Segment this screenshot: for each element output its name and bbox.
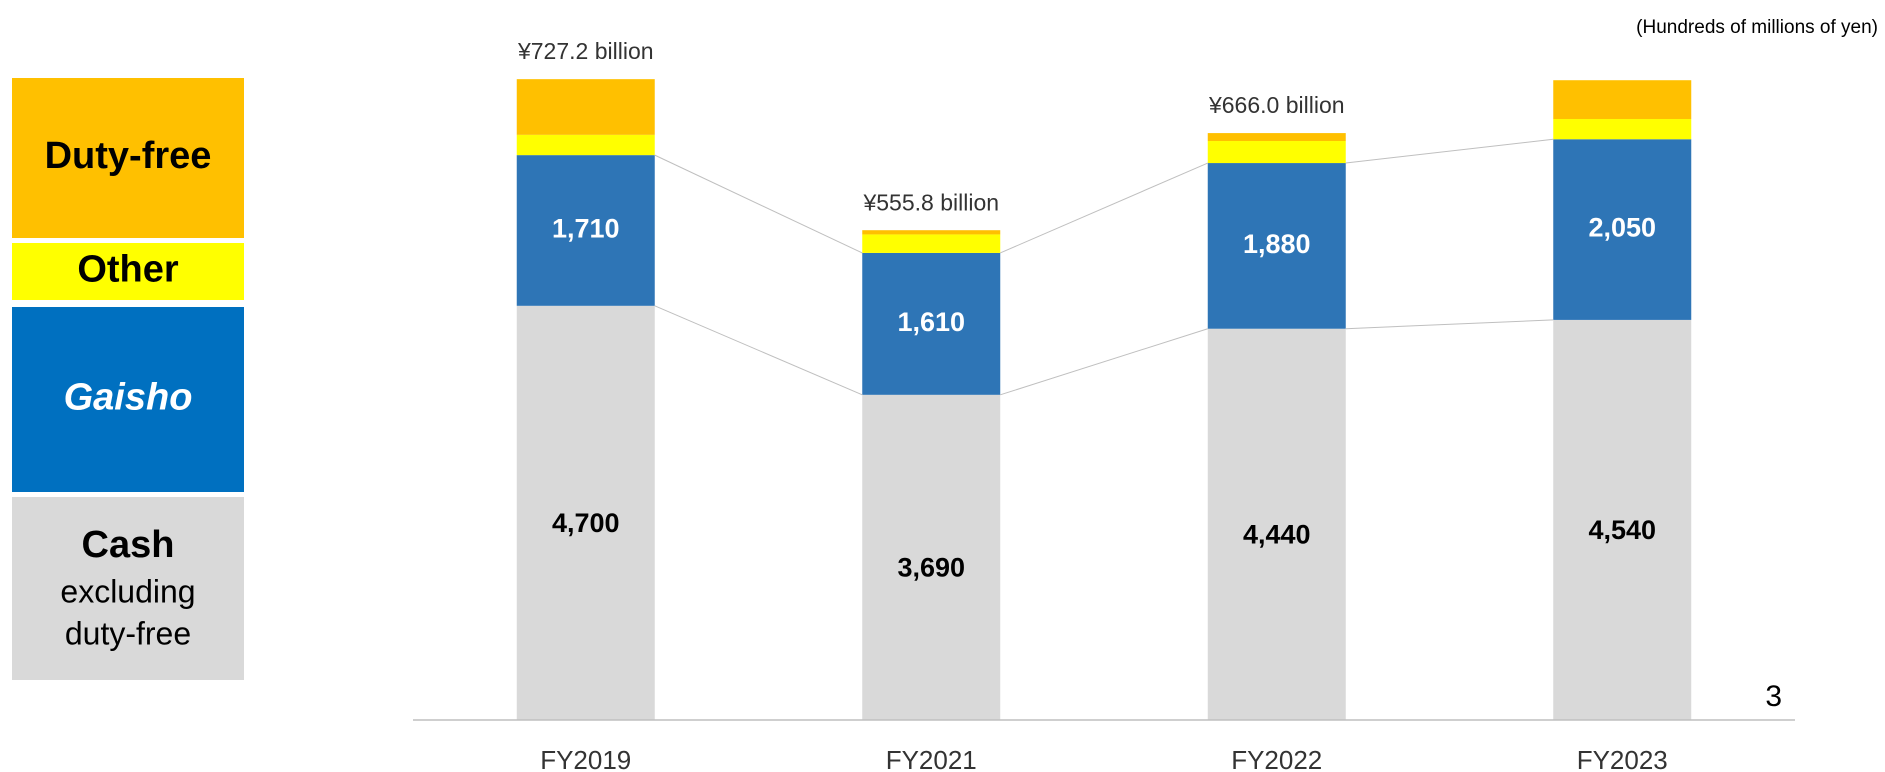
bar-segment [1207,328,1346,720]
bar-segment [516,79,655,135]
connector-line [1000,162,1208,254]
total-label: ¥555.8 billion [862,189,999,215]
bar-segment [1553,118,1692,140]
legend-note: duty-free [65,615,191,651]
value-label: 2,050 [1588,213,1656,243]
connector-line [1345,319,1554,330]
value-label: 4,700 [552,508,620,538]
legend-label: Gaisho [64,377,193,419]
total-label: ¥666.0 billion [1208,92,1345,118]
bar-segment [862,234,1001,253]
bar-segment [1553,319,1692,720]
bar-segment [1207,141,1346,164]
value-label: 4,440 [1243,519,1311,549]
value-label: 1,880 [1243,229,1311,259]
connector-line [654,154,863,254]
legend-note: excluding [60,573,195,609]
bar-segment [1553,139,1692,320]
legend-box [12,243,244,300]
bar-segment [862,252,1001,395]
bar-segment [516,155,655,306]
x-tick-label: FY2022 [1231,745,1322,772]
bar-segment [516,305,655,720]
legend-label: Duty-free [45,135,212,177]
bar-segment [516,134,655,156]
x-tick-label: FY2023 [1577,745,1668,772]
connector-line [654,305,863,396]
value-label: 4,540 [1588,515,1656,545]
bar-segment [862,230,1001,235]
bar-segment [1207,133,1346,142]
x-tick-label: FY2019 [540,745,631,772]
legend-box [12,78,244,238]
bar-segment [862,394,1001,720]
total-label: ¥727.2 billion [517,38,654,64]
page-number: 3 [1765,680,1782,713]
legend-label: Cash [82,524,175,566]
legend-box [12,497,244,680]
connector-line [1345,138,1554,164]
connector-line [1000,328,1208,396]
bar-segment [1553,80,1692,119]
value-label: 1,610 [897,307,965,337]
legend-label: Other [77,249,179,291]
value-label: 1,710 [552,214,620,244]
bar-segment [1207,163,1346,329]
unit-label: (Hundreds of millions of yen) [1636,17,1878,38]
value-label: 3,690 [897,553,965,583]
x-tick-label: FY2021 [886,745,977,772]
legend-box [12,307,244,492]
